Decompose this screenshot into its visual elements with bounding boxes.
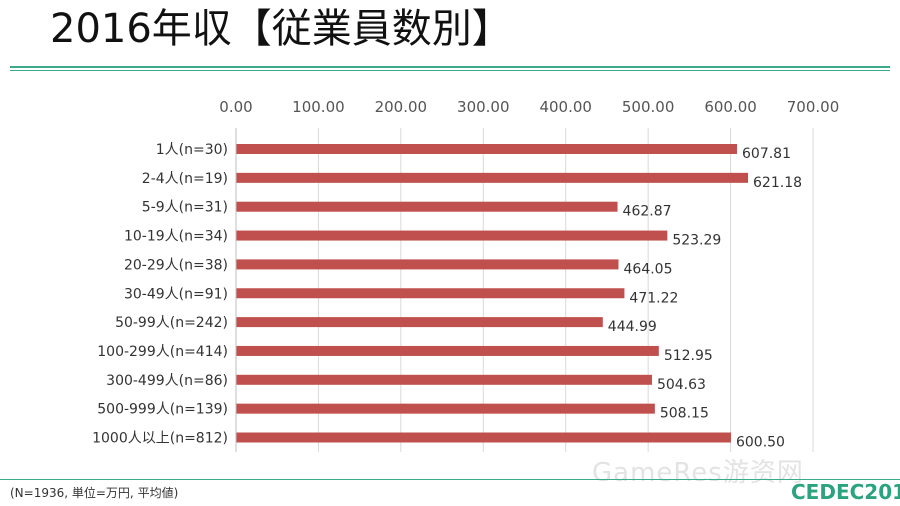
category-label: 20-29人(n=38) xyxy=(124,257,228,273)
category-label: 100-299人(n=414) xyxy=(97,344,228,360)
x-tick-label: 700.00 xyxy=(787,98,840,116)
cedec-logo: CEDEC2017 xyxy=(791,480,900,504)
bar xyxy=(236,172,749,183)
bar xyxy=(236,230,668,241)
page-title: 2016年収【従業員数別】 xyxy=(50,6,512,52)
title-rule-top xyxy=(10,66,890,68)
data-label: 621.18 xyxy=(753,175,802,191)
data-label: 600.50 xyxy=(736,435,785,451)
data-label: 512.95 xyxy=(664,348,713,364)
category-label: 1000人以上(n=812) xyxy=(92,431,228,447)
category-label: 300-499人(n=86) xyxy=(106,373,228,389)
category-label: 1人(n=30) xyxy=(156,142,228,158)
footer-rule xyxy=(0,479,900,480)
x-tick-label: 400.00 xyxy=(539,98,592,116)
bar xyxy=(236,144,738,154)
bar-chart: 0.00 100.00 200.00 300.00 400.00 500.00 600.00… xyxy=(92,98,840,452)
x-tick-label: 600.00 xyxy=(704,98,757,116)
category-label: 30-49人(n=91) xyxy=(124,286,228,302)
category-label: 2-4人(n=19) xyxy=(142,171,228,187)
x-tick-label: 100.00 xyxy=(292,98,345,116)
bar xyxy=(236,432,731,443)
data-label: 508.15 xyxy=(660,406,709,422)
category-label: 5-9人(n=31) xyxy=(142,200,228,216)
category-label: 50-99人(n=242) xyxy=(115,315,228,331)
bar xyxy=(236,403,655,414)
bar xyxy=(236,288,625,299)
x-tick-label: 300.00 xyxy=(457,98,510,116)
category-label: 10-19人(n=34) xyxy=(124,229,228,245)
bar xyxy=(236,201,618,212)
bar xyxy=(236,374,652,385)
data-label: 504.63 xyxy=(657,377,706,393)
x-tick-label: 200.00 xyxy=(375,98,428,116)
x-tick-label: 500.00 xyxy=(622,98,675,116)
data-label: 444.99 xyxy=(608,319,657,335)
x-tick-label: 0.00 xyxy=(219,98,252,116)
title-rule-bottom xyxy=(10,70,890,71)
data-label: 523.29 xyxy=(672,233,721,249)
data-label: 471.22 xyxy=(629,290,678,306)
footnote: (N=1936, 単位=万円, 平均値) xyxy=(10,486,179,500)
bar xyxy=(236,345,659,356)
data-label: 464.05 xyxy=(624,261,673,277)
data-label: 462.87 xyxy=(623,204,672,220)
bar xyxy=(236,259,619,270)
bar xyxy=(236,317,603,328)
data-label: 607.81 xyxy=(742,146,791,162)
watermark: GameRes游资网 xyxy=(592,458,804,488)
category-label: 500-999人(n=139) xyxy=(97,402,228,418)
